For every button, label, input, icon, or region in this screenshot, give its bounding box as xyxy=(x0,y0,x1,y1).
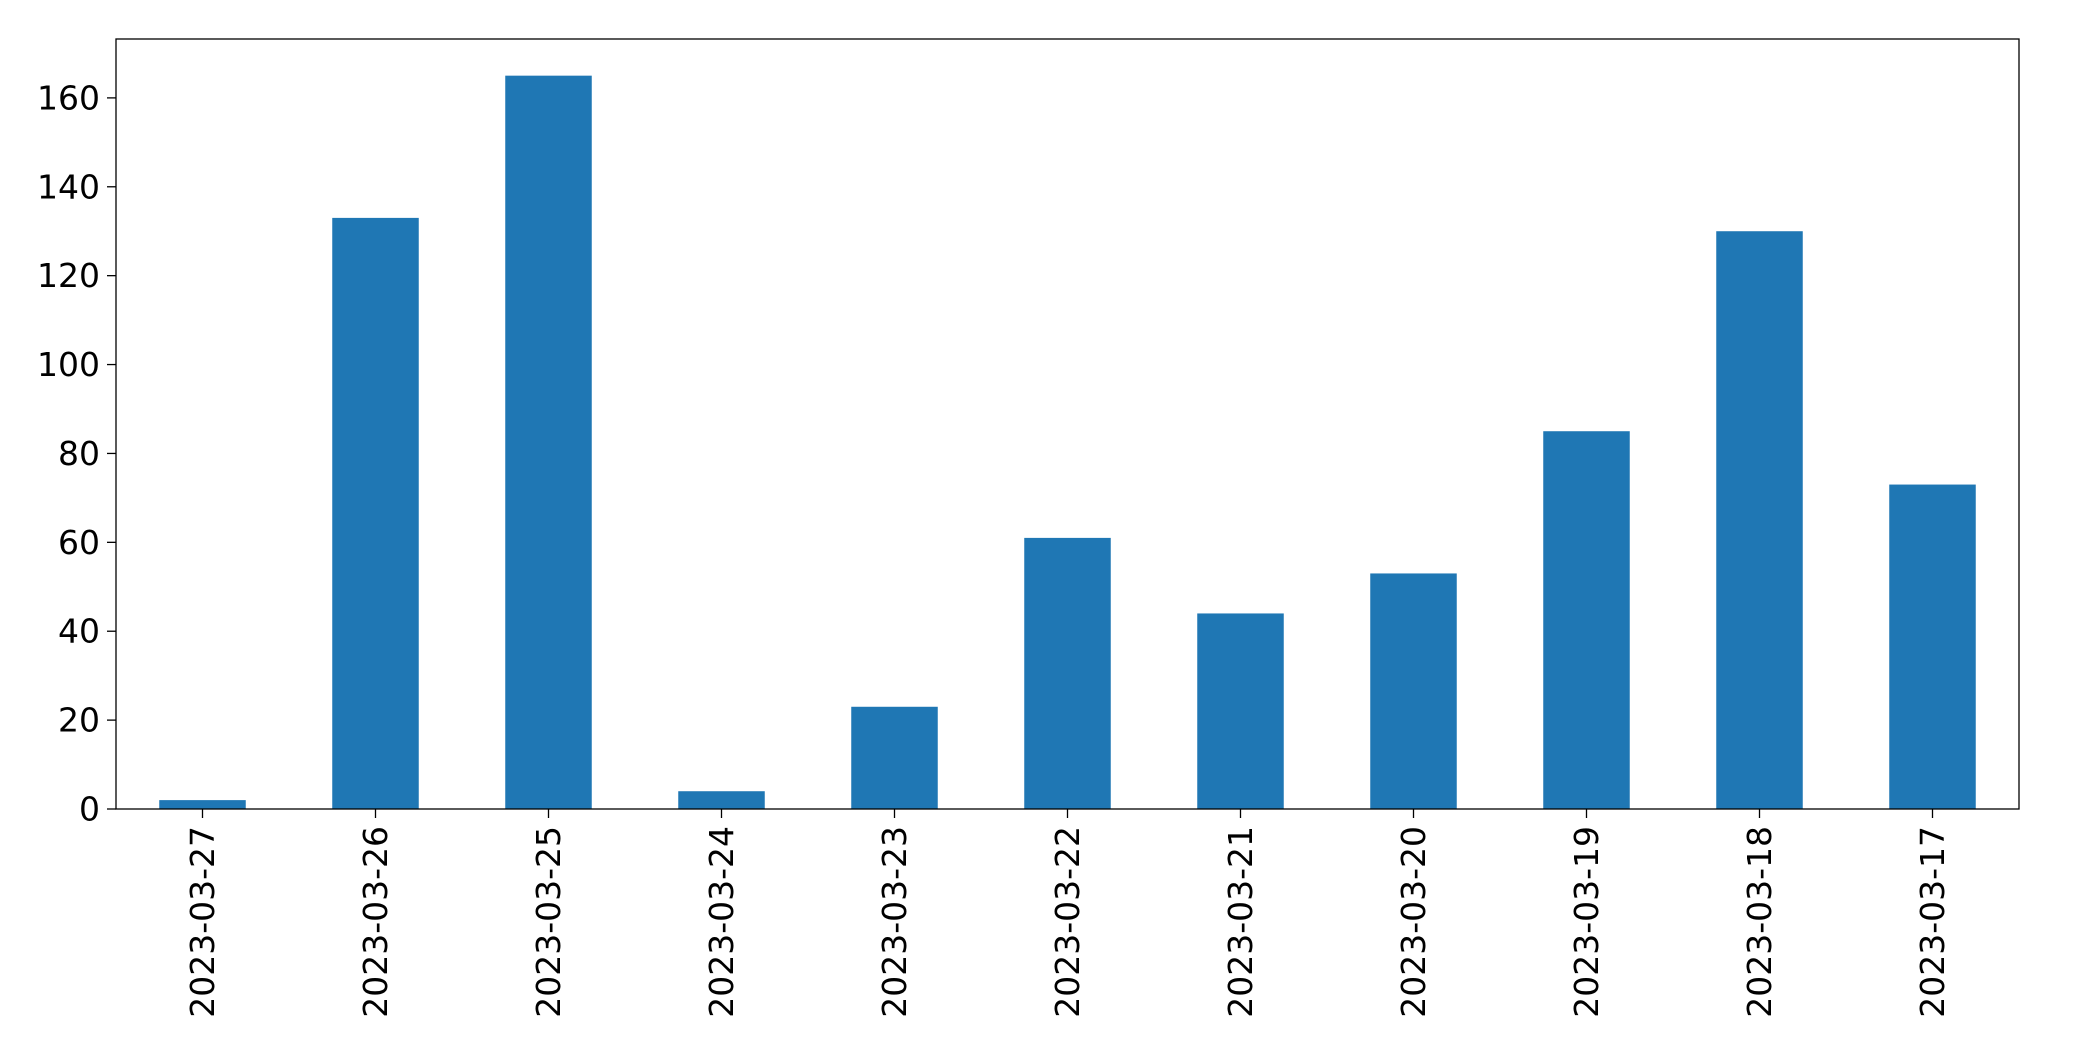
y-tick-label: 0 xyxy=(79,790,100,829)
x-tick-label: 2023-03-23 xyxy=(875,826,914,1018)
bar-2023-03-26 xyxy=(332,217,419,809)
y-tick-label: 120 xyxy=(37,256,100,295)
bar-2023-03-21 xyxy=(1197,613,1284,809)
x-tick-label: 2023-03-24 xyxy=(702,826,741,1018)
y-tick-label: 100 xyxy=(37,345,100,384)
y-tick-label: 160 xyxy=(37,78,100,117)
y-tick-label: 40 xyxy=(58,612,100,651)
x-tick-label: 2023-03-26 xyxy=(356,826,395,1018)
bar-2023-03-24 xyxy=(678,791,765,809)
x-tick-label: 2023-03-17 xyxy=(1913,826,1952,1018)
bar-2023-03-23 xyxy=(851,706,938,809)
bar-2023-03-25 xyxy=(505,75,592,809)
x-axis: 2023-03-27 2023-03-26 2023-03-25 2023-03-24… xyxy=(183,809,1952,1018)
y-tick-label: 140 xyxy=(37,167,100,206)
x-tick-label: 2023-03-25 xyxy=(529,826,568,1018)
x-tick-label: 2023-03-21 xyxy=(1221,826,1260,1018)
x-tick-label: 2023-03-19 xyxy=(1567,826,1606,1018)
x-tick-label: 2023-03-20 xyxy=(1394,826,1433,1018)
bar-2023-03-22 xyxy=(1024,537,1111,809)
y-tick-label: 20 xyxy=(58,701,100,740)
y-tick-label: 60 xyxy=(58,523,100,562)
plot-frame xyxy=(115,38,2020,810)
bar-2023-03-18 xyxy=(1716,231,1803,809)
bar-2023-03-17 xyxy=(1889,484,1976,809)
bar-2023-03-20 xyxy=(1370,573,1457,809)
bars-group xyxy=(159,75,1976,809)
y-tick-label: 80 xyxy=(58,434,100,473)
y-axis: 0 20 40 60 80 100 120 140 160 xyxy=(37,78,116,829)
x-tick-label: 2023-03-22 xyxy=(1048,826,1087,1018)
x-tick-label: 2023-03-18 xyxy=(1740,826,1779,1018)
bar-2023-03-27 xyxy=(159,800,246,809)
x-tick-label: 2023-03-27 xyxy=(183,826,222,1018)
bar-2023-03-19 xyxy=(1543,431,1630,809)
